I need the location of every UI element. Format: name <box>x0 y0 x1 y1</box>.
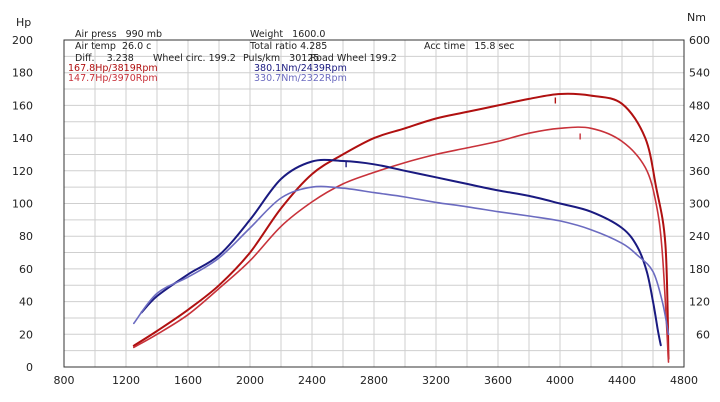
y-right-tick-label: 420 <box>689 132 710 145</box>
torque-2-line <box>133 185 670 336</box>
air-press-info: Air press 990 mb <box>75 29 162 40</box>
total-ratio-info: Total ratio 4.285 <box>249 41 327 52</box>
weight-info: Weight 1600.0 <box>250 29 325 40</box>
y-right-tick-label: 540 <box>689 67 710 80</box>
x-tick-label: 2800 <box>360 374 388 387</box>
y-left-unit: Hp <box>16 16 31 29</box>
y-right-tick-label: 360 <box>689 165 710 178</box>
y-right-tick-label: 60 <box>696 328 710 341</box>
x-tick-label: 4000 <box>546 374 574 387</box>
legend-power-1: 167.8Hp/3819Rpm <box>68 63 158 74</box>
y-left-tick-label: 100 <box>12 198 33 211</box>
y-left-tick-label: 140 <box>12 132 33 145</box>
diff-info: Diff. 3.238 <box>75 53 134 64</box>
marker-layer <box>345 97 581 168</box>
y-right-tick-label: 120 <box>689 296 710 309</box>
y-right-tick-label: 480 <box>689 99 710 112</box>
info-panel: Air press 990 mb Air temp 26.0 c Diff. 3… <box>75 29 515 64</box>
y-left-tick-label: 160 <box>12 99 33 112</box>
x-tick-label: 3200 <box>422 374 450 387</box>
axis-ticks: 800 1200 1600 2000 2400 2800 3200 3600 4000 4400 4… <box>12 34 710 387</box>
grid <box>64 40 684 367</box>
power-2-line <box>133 126 670 363</box>
series-layer <box>132 92 670 363</box>
x-tick-label: 4800 <box>670 374 698 387</box>
legend: 167.8Hp/3819Rpm 147.7Hp/3970Rpm 380.1Nm/… <box>68 63 347 84</box>
x-tick-label: 3600 <box>484 374 512 387</box>
x-tick-label: 2000 <box>236 374 264 387</box>
x-tick-label: 2400 <box>298 374 326 387</box>
puls-km-info: Puls/km 30125 <box>243 53 319 64</box>
y-left-tick-label: 120 <box>12 165 33 178</box>
road-wheel-info: Road Wheel 199.2 <box>310 53 397 64</box>
y-left-tick-label: 40 <box>19 296 33 309</box>
x-tick-label: 800 <box>54 374 75 387</box>
y-left-tick-label: 20 <box>19 328 33 341</box>
y-right-unit: Nm <box>687 11 706 24</box>
y-right-tick-label: 240 <box>689 230 710 243</box>
torque-1-line <box>140 158 662 347</box>
legend-torque-1: 380.1Nm/2439Rpm <box>254 63 347 74</box>
wheel-circ-info: Wheel circ. 199.2 <box>153 53 236 64</box>
legend-torque-2: 330.7Nm/2322Rpm <box>254 73 347 84</box>
legend-power-2: 147.7Hp/3970Rpm <box>68 73 158 84</box>
y-left-tick-label: 80 <box>19 230 33 243</box>
y-left-tick-label: 200 <box>12 34 33 47</box>
x-tick-label: 4400 <box>608 374 636 387</box>
air-temp-info: Air temp 26.0 c <box>75 41 151 52</box>
y-right-tick-label: 180 <box>689 263 710 276</box>
y-left-tick-label: 60 <box>19 263 33 276</box>
plot-frame <box>63 39 685 368</box>
y-left-tick-label: 180 <box>12 67 33 80</box>
acc-time-info: Acc time 15.8 sec <box>424 41 515 52</box>
x-tick-label: 1200 <box>112 374 140 387</box>
y-right-tick-label: 600 <box>689 34 710 47</box>
y-right-tick-label: 300 <box>689 198 710 211</box>
y-left-tick-label: 0 <box>26 361 33 374</box>
x-tick-label: 1600 <box>174 374 202 387</box>
power-1-line <box>132 92 670 360</box>
